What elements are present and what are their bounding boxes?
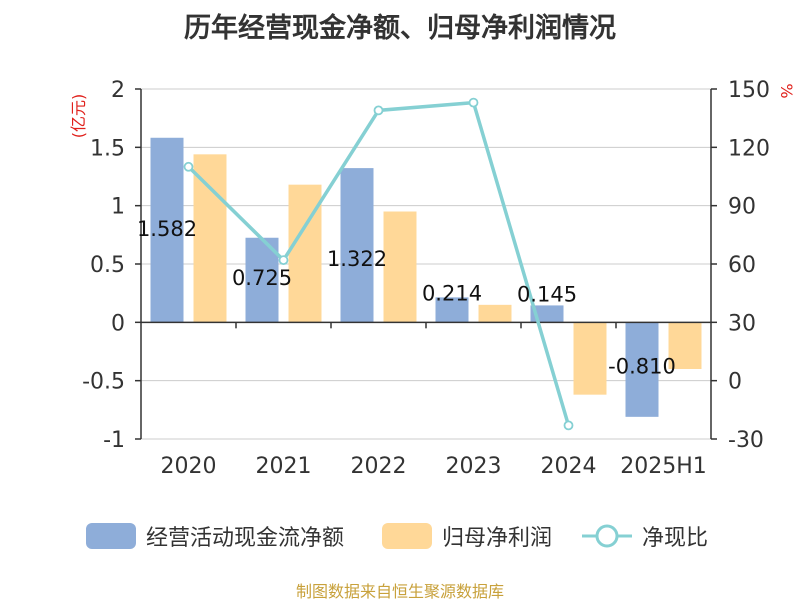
net-profit-bar <box>668 322 702 369</box>
ratio-point <box>278 255 289 266</box>
data-labels: 1.582 0.725 1.322 0.214 0.145 -0.810 <box>137 217 676 379</box>
left-tick-label: -1 <box>103 428 125 453</box>
left-tick-label: 0 <box>111 311 125 336</box>
operating-cash-bar <box>435 297 469 323</box>
x-tick-label: 2021 <box>256 454 312 479</box>
right-tick-label: 0 <box>728 370 742 395</box>
operating-cash-bar <box>340 168 374 323</box>
left-tick-label: -0.5 <box>82 370 125 395</box>
legend-label: 经营活动现金流净额 <box>146 526 345 551</box>
net-profit-swatch <box>382 523 432 549</box>
bars <box>150 137 702 417</box>
operating-cash-bar <box>625 322 659 417</box>
right-tick-label: 120 <box>728 136 770 161</box>
x-tick-label: 2024 <box>541 454 597 479</box>
ratio-point <box>563 420 574 431</box>
axes: -1 -0.5 0 0.5 1 1.5 2 -30 0 30 60 90 120 150 2020 2021 2… <box>82 78 770 479</box>
net-profit-bar <box>193 154 227 323</box>
operating-cash-value-label: 0.214 <box>422 281 482 305</box>
x-tick-label: 2020 <box>161 454 217 479</box>
operating-cash-bar <box>530 305 564 323</box>
line-circle-icon <box>582 524 632 548</box>
left-tick-label: 1 <box>111 195 125 220</box>
left-tick-label: 2 <box>111 78 125 103</box>
x-tick-label: 2025H1 <box>620 454 707 479</box>
net-profit-bar <box>573 322 607 395</box>
source-note: 制图数据来自恒生聚源数据库 <box>295 582 504 601</box>
legend-label: 净现比 <box>642 526 709 551</box>
legend-item-operating-cash[interactable]: 经营活动现金流净额 <box>86 514 344 558</box>
x-tick-label: 2023 <box>446 454 502 479</box>
legend-item-net-profit[interactable]: 归母净利润 <box>382 514 552 558</box>
right-tick-label: 150 <box>728 78 770 103</box>
right-tick-label: 60 <box>728 253 756 278</box>
left-axis-unit: (亿元) <box>69 94 88 139</box>
chart-title: 历年经营现金净额、归母净利润情况 <box>184 13 616 44</box>
operating-cash-value-label: -0.810 <box>608 354 676 378</box>
ratio-point <box>373 105 384 116</box>
legend-item-ratio[interactable]: 净现比 <box>582 514 708 558</box>
left-tick-label: 0.5 <box>90 253 125 278</box>
x-tick-label: 2022 <box>351 454 407 479</box>
operating-cash-bar <box>150 137 184 323</box>
right-tick-label: 90 <box>728 195 756 220</box>
legend-label: 归母净利润 <box>442 526 553 551</box>
right-axis-unit: % <box>777 83 796 98</box>
ratio-point <box>183 161 194 172</box>
net-profit-bar <box>383 211 417 323</box>
legend: 经营活动现金流净额 归母净利润 净现比 <box>0 514 800 558</box>
operating-cash-value-label: 1.582 <box>137 217 197 241</box>
operating-cash-swatch <box>86 523 136 549</box>
ratio-line-layer <box>183 97 574 431</box>
operating-cash-value-label: 1.322 <box>327 247 387 271</box>
net-profit-bar <box>478 304 512 323</box>
right-tick-label: 30 <box>728 311 756 336</box>
operating-cash-value-label: 0.725 <box>232 266 292 290</box>
left-tick-label: 1.5 <box>90 136 125 161</box>
ratio-point <box>468 97 479 108</box>
right-tick-label: -30 <box>728 428 764 453</box>
operating-cash-value-label: 0.145 <box>517 282 577 306</box>
